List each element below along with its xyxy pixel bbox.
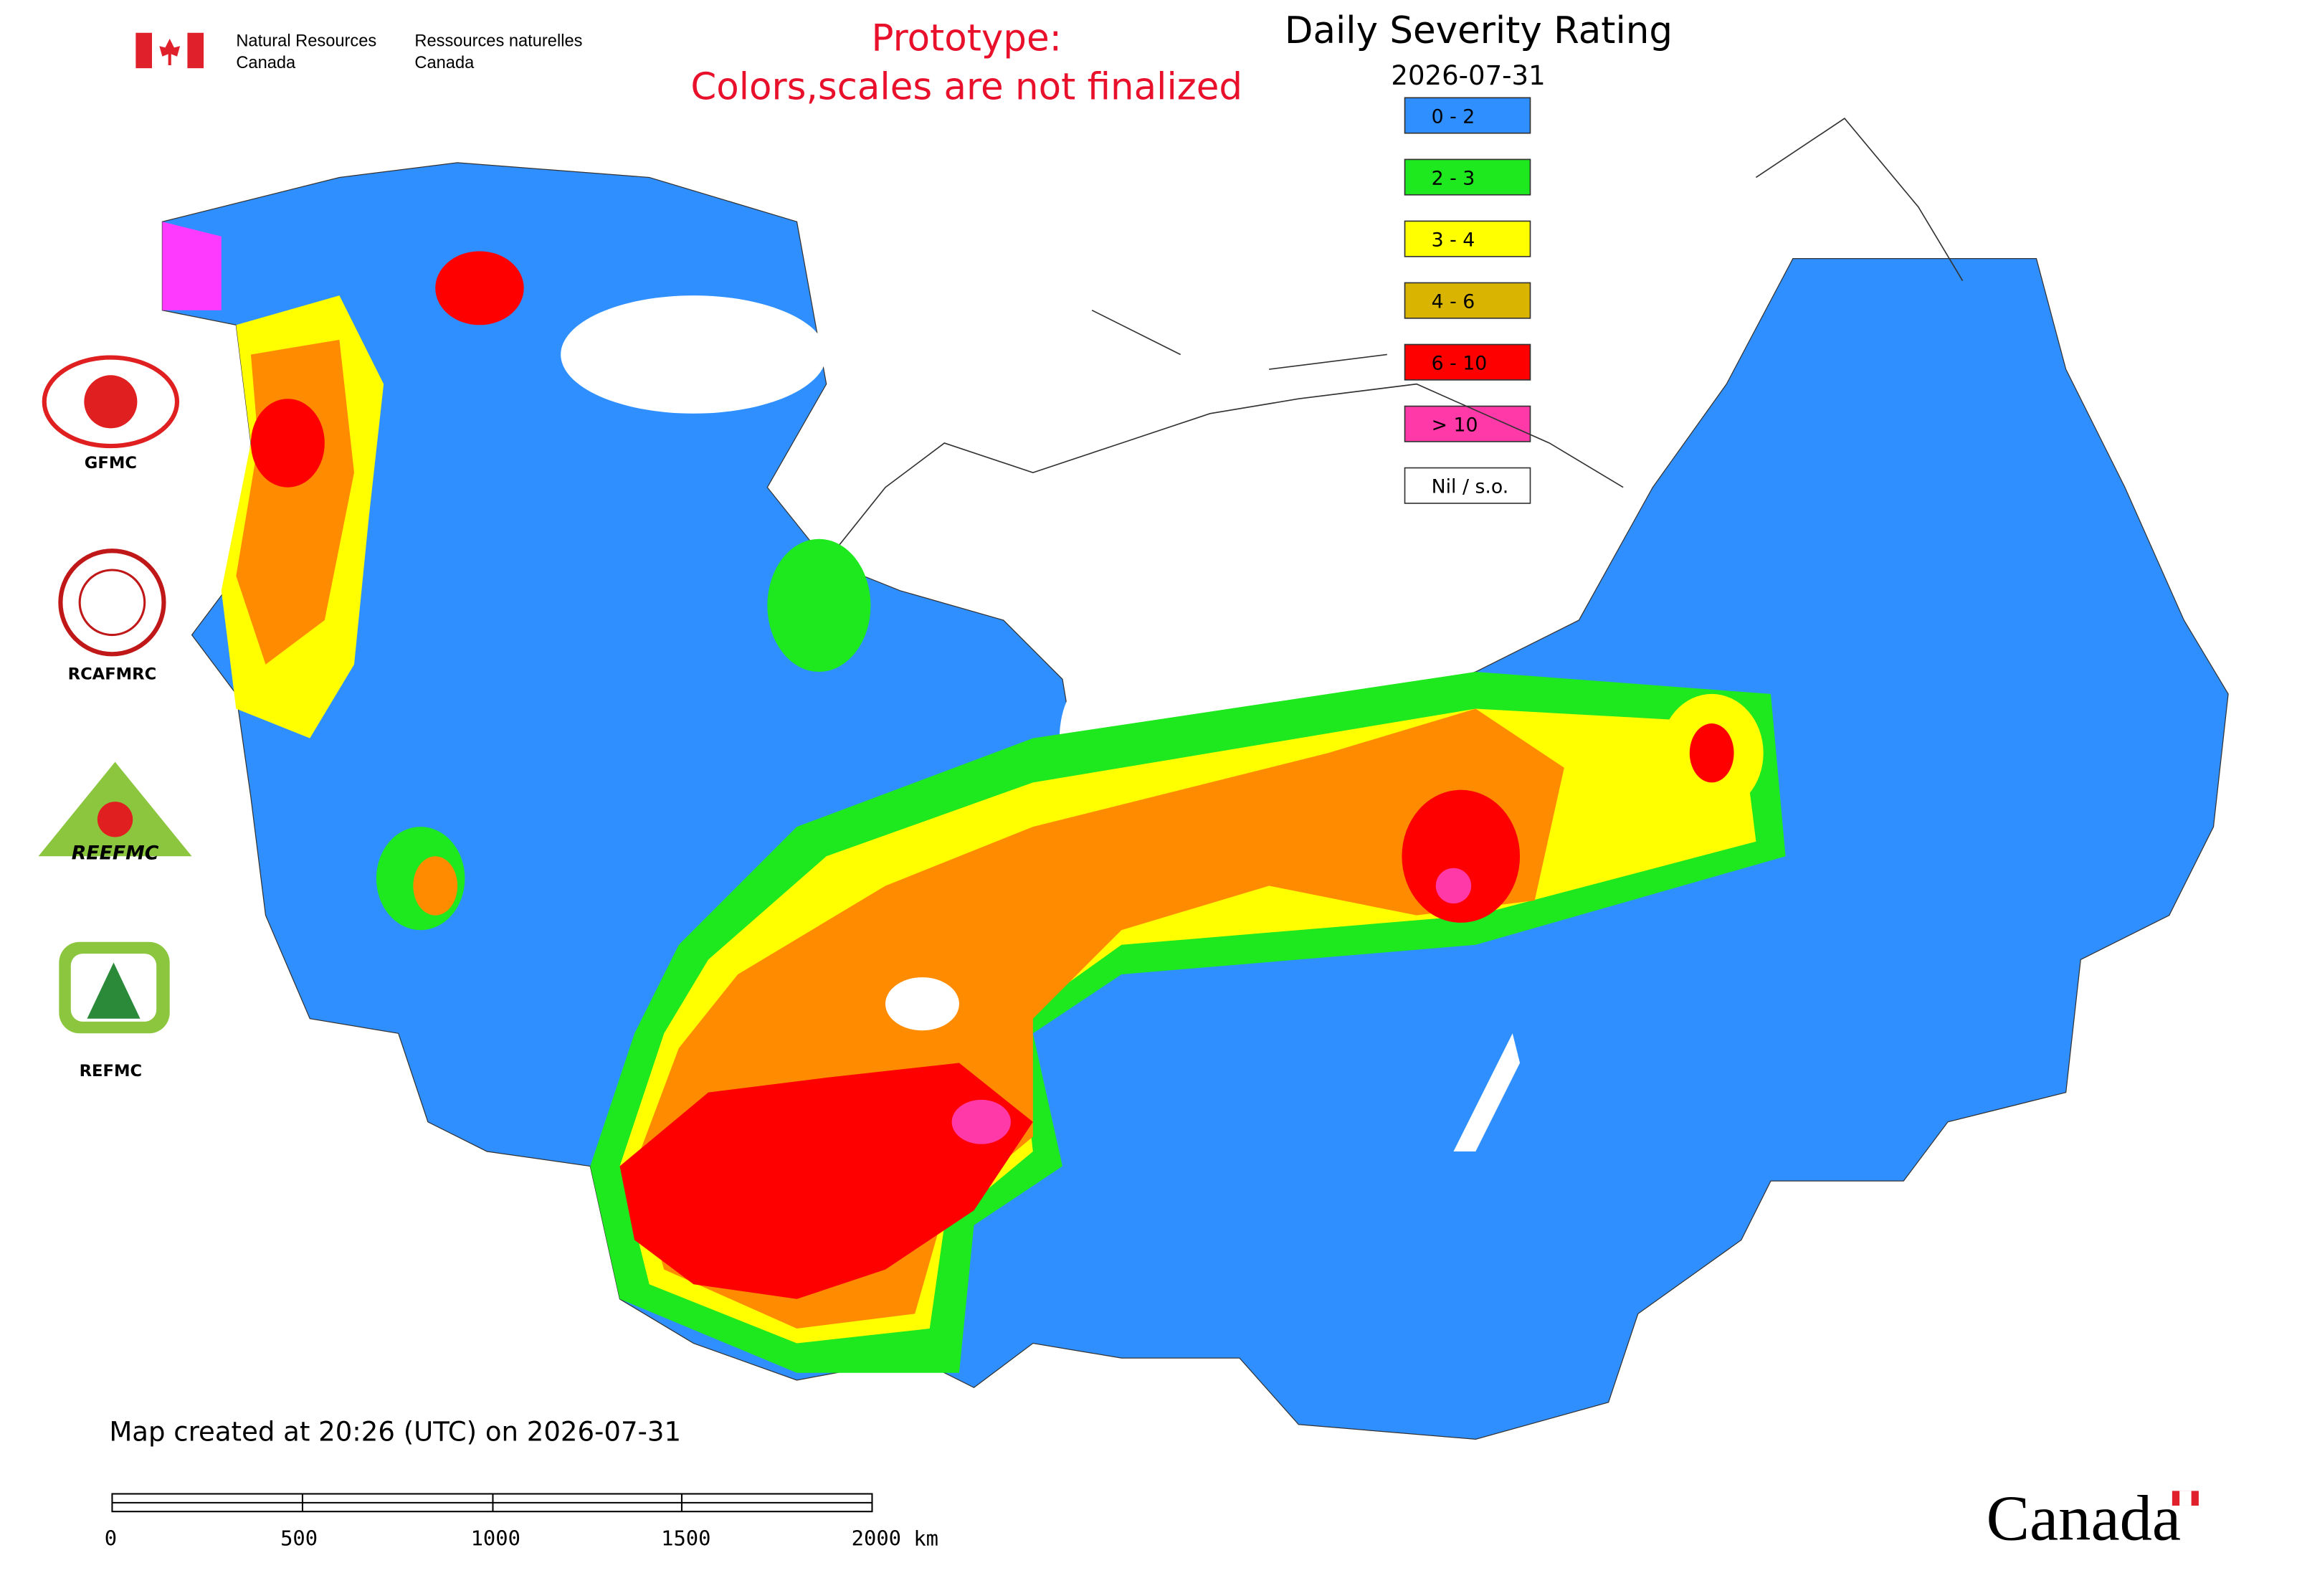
logo-label: RCAFMRC	[68, 665, 157, 683]
legend-swatch	[1404, 97, 1531, 134]
legend-swatch	[1404, 158, 1531, 196]
legend-label: 6 - 10	[1432, 352, 1488, 374]
org-en: Natural Resources	[236, 32, 376, 50]
zone-green	[767, 538, 871, 673]
nrcan-flag	[135, 32, 204, 69]
org-en: Canada	[236, 54, 296, 72]
legend-swatch	[1404, 282, 1531, 319]
lake-baikal	[1453, 1033, 1521, 1151]
map-area	[161, 118, 2229, 1440]
coastline	[826, 118, 1964, 562]
legend-title: Daily Severity Rating	[1285, 9, 1673, 52]
map-created: Map created at 20:26 (UTC) on 2026-07-31	[109, 1416, 681, 1447]
zone-magenta	[951, 1099, 1011, 1144]
nil-area	[885, 977, 959, 1031]
legend-label: 4 - 6	[1432, 290, 1475, 313]
logo-refmc	[59, 941, 170, 1034]
scale-label: 500	[280, 1526, 318, 1551]
wordmark-flag	[2172, 1491, 2199, 1506]
legend-label: 2 - 3	[1432, 167, 1475, 189]
org-fr: Ressources naturelles	[414, 32, 582, 50]
legend-date: 2026-07-31	[1391, 60, 1545, 91]
zone-red	[619, 1063, 1033, 1299]
zone-red	[1689, 723, 1734, 783]
scale-label: 2000 km	[852, 1526, 938, 1551]
logo-rcafmrc	[58, 548, 166, 657]
legend-swatch	[1404, 220, 1531, 257]
logo-label: REFMC	[80, 1062, 142, 1080]
legend-label: 3 - 4	[1432, 229, 1475, 251]
legend-swatch	[1404, 405, 1531, 442]
zone-red	[435, 251, 524, 326]
prototype-notice: Colors,scales are not finalized	[690, 65, 1242, 108]
legend-swatch	[1404, 343, 1531, 381]
legend-label: > 10	[1432, 414, 1478, 437]
legend: 0 - 2 2 - 3 3 - 4 4 - 6 6 - 10 > 10 Nil / s.o.	[1404, 97, 1531, 504]
scale-labels: 0 500 1000 1500 2000 km	[105, 1526, 938, 1551]
prototype-notice: Prototype:	[871, 16, 1061, 60]
zone-red	[250, 399, 325, 488]
legend-label: Nil / s.o.	[1432, 476, 1509, 498]
scale-label: 1000	[471, 1526, 520, 1551]
zone-red	[1402, 789, 1521, 923]
scale-bar	[111, 1493, 873, 1513]
legend-label: 0 - 2	[1432, 105, 1475, 128]
scale-label: 0	[105, 1526, 117, 1551]
legend-swatch	[1404, 467, 1531, 504]
zone-nw-magenta	[162, 222, 222, 310]
zone-orange	[413, 856, 458, 916]
logo-reefmc	[38, 761, 192, 857]
logo-gfmc	[42, 355, 180, 449]
zone-magenta	[1435, 868, 1472, 904]
logo-label: REEFMC	[72, 842, 159, 864]
org-fr: Canada	[414, 54, 475, 72]
logo-label: GFMC	[85, 454, 137, 472]
scale-label: 1500	[661, 1526, 710, 1551]
canada-wordmark: Canada	[1987, 1481, 2182, 1554]
white-sea	[561, 295, 827, 414]
